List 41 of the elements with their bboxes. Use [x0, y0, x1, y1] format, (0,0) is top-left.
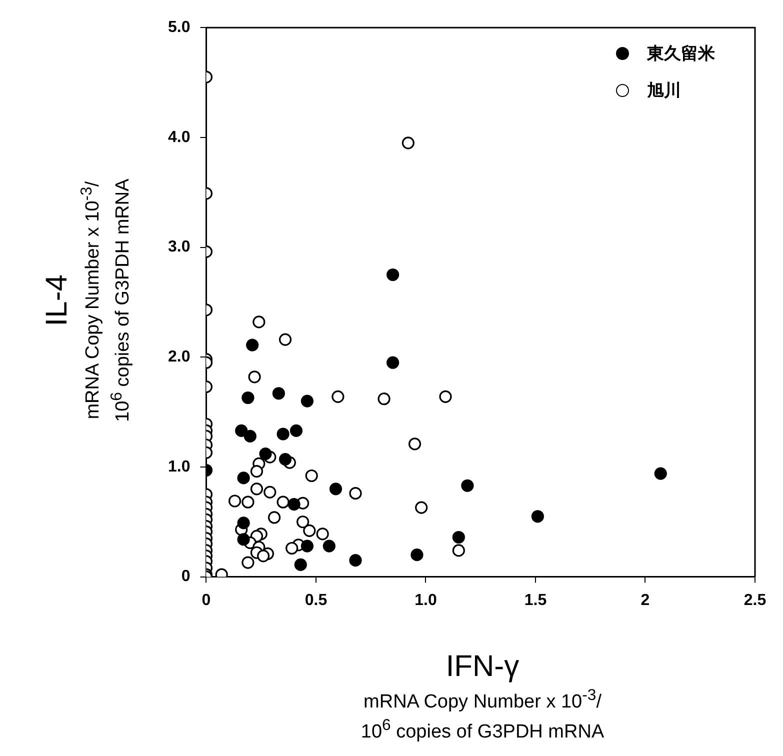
point: [386, 356, 400, 369]
x-tick-label: 2.5: [744, 592, 766, 609]
point: [531, 510, 544, 523]
point: [244, 430, 256, 443]
point: [278, 452, 292, 466]
point: [322, 540, 336, 552]
point: [237, 516, 250, 530]
point: [246, 338, 259, 352]
point: [294, 558, 307, 572]
point: [276, 428, 290, 440]
point: [410, 548, 424, 562]
text: IFN-γ mRNA Copy Number x 10$^{-3}$/ 10$^{6}$ copies of G3PDH mRNA: [360, 650, 604, 743]
point: [237, 533, 250, 546]
point: [272, 387, 285, 400]
point: [349, 554, 362, 567]
y-tick-label: 1.0: [168, 458, 190, 476]
point: [300, 540, 314, 552]
point: [329, 482, 342, 496]
point: [235, 424, 248, 438]
x-tick-label: 2: [640, 592, 650, 609]
point: [461, 479, 474, 492]
point: [290, 424, 303, 438]
point: [288, 498, 300, 511]
y-tick-label: 5.0: [168, 19, 190, 36]
point: [242, 391, 254, 404]
point: [452, 530, 465, 544]
point: [654, 467, 667, 480]
x-tick-label: 1.5: [524, 592, 547, 609]
y-tick-label: 4.0: [168, 128, 190, 146]
legend-label: 東久留米: [647, 43, 715, 65]
y-tick-label: 3.0: [168, 238, 190, 256]
point: [259, 447, 272, 460]
point: [237, 472, 250, 484]
x-tick-label: 1.0: [414, 592, 437, 609]
point: [386, 268, 400, 282]
y-tick-label: 2.0: [168, 348, 190, 366]
point: [300, 394, 314, 408]
y-tick-label: 0: [181, 568, 190, 586]
x-tick-label: 0: [202, 592, 211, 609]
x-tick-label: 0.5: [304, 592, 328, 609]
legend-label: 旭川: [647, 80, 681, 102]
